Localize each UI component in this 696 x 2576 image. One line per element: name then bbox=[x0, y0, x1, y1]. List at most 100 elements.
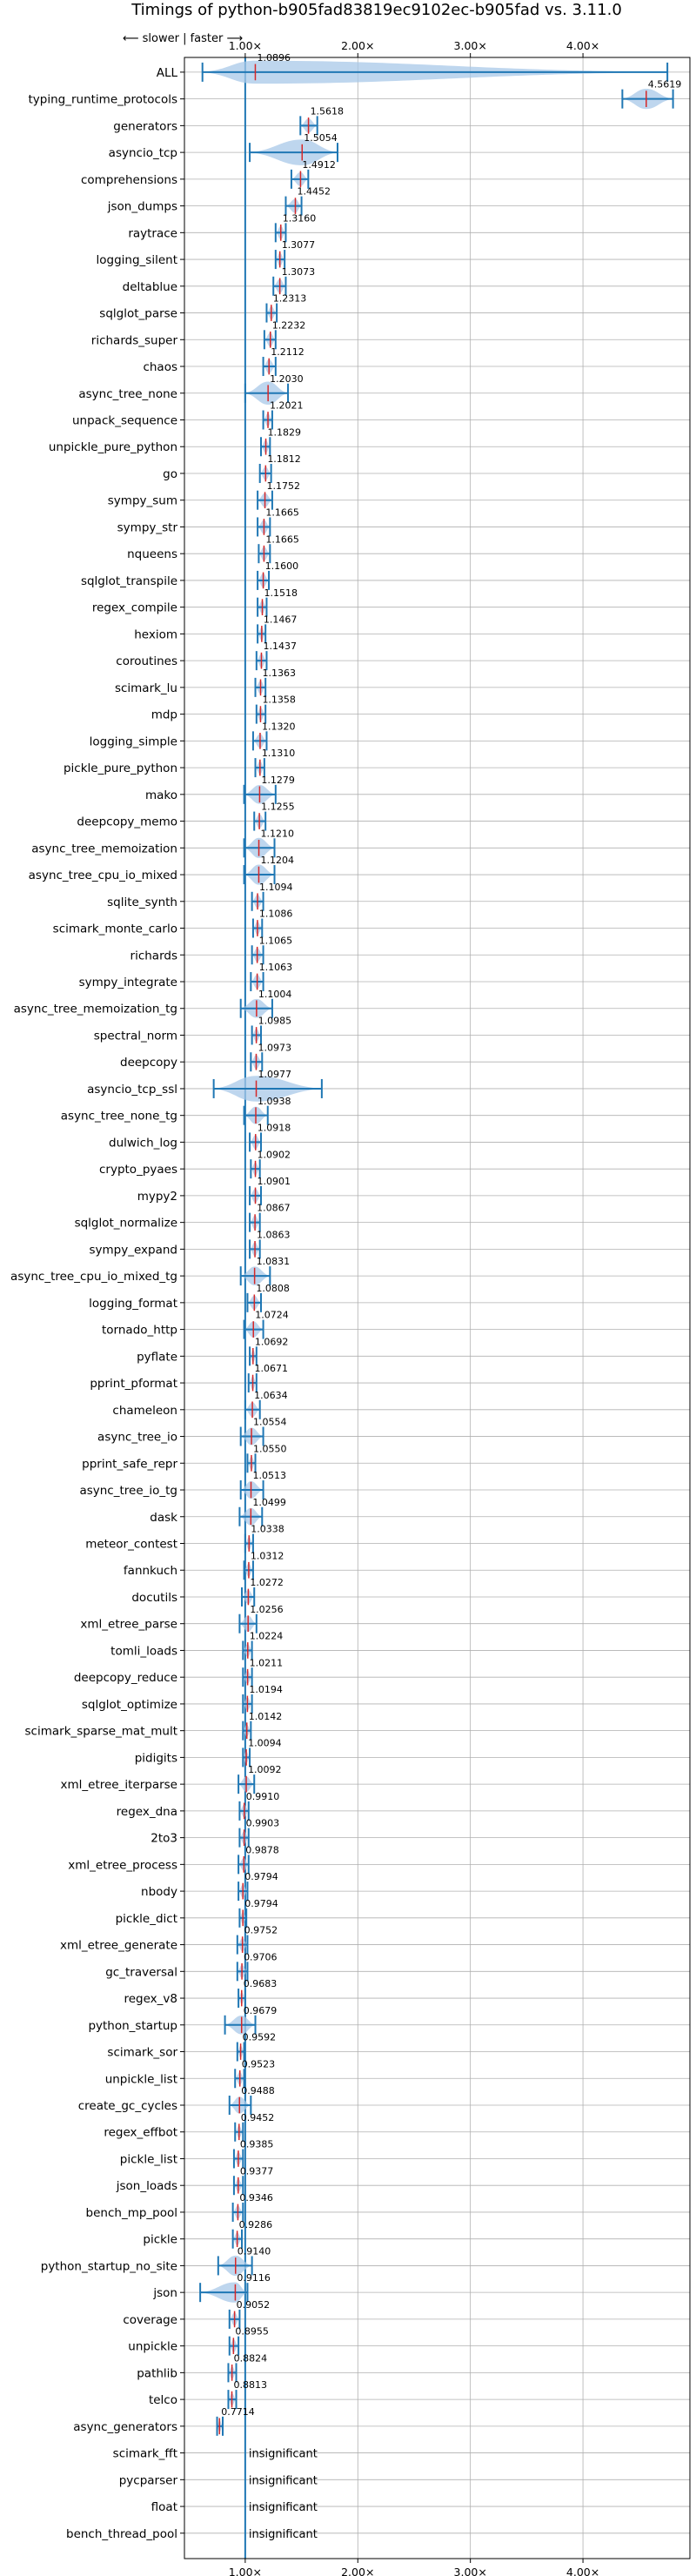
value-label: 1.1437 bbox=[263, 641, 297, 652]
benchmark-label: pprint_pformat bbox=[90, 1377, 177, 1391]
value-label: 1.0808 bbox=[256, 1283, 290, 1294]
benchmark-label: go bbox=[163, 467, 177, 481]
value-label: 1.0554 bbox=[253, 1417, 287, 1428]
insignificant-label: insignificant bbox=[249, 2474, 318, 2487]
benchmark-label: deltablue bbox=[123, 280, 177, 294]
insignificant-label: insignificant bbox=[249, 2501, 318, 2514]
bottom-axis-ticks: 1.00× 2.00× 3.00× 4.00× bbox=[229, 2559, 599, 2576]
benchmark-label: hexiom bbox=[134, 627, 177, 641]
value-label: 1.1752 bbox=[267, 480, 301, 492]
value-label: 1.0918 bbox=[258, 1123, 291, 1134]
benchmark-label: logging_silent bbox=[97, 253, 177, 267]
top-axis-ticks: 1.00× 2.00× 3.00× 4.00× bbox=[229, 39, 599, 57]
benchmark-label: pickle bbox=[143, 2233, 177, 2247]
value-label: 1.0973 bbox=[258, 1042, 291, 1053]
value-label: 1.0256 bbox=[250, 1604, 284, 1615]
value-label: 1.0671 bbox=[255, 1363, 289, 1374]
benchmark-label: unpickle_pure_python bbox=[49, 440, 177, 454]
value-label: 1.3073 bbox=[282, 266, 316, 278]
value-label: 1.1363 bbox=[263, 667, 297, 679]
benchmark-label: async_tree_cpu_io_mixed bbox=[29, 869, 177, 882]
value-label: 1.1665 bbox=[265, 533, 299, 545]
value-label: 0.9679 bbox=[244, 2005, 278, 2016]
benchmark-label: 2to3 bbox=[151, 1832, 177, 1846]
benchmark-label: logging_simple bbox=[90, 735, 177, 748]
benchmark-label: raytrace bbox=[128, 226, 177, 240]
value-label: 0.9878 bbox=[245, 1844, 279, 1855]
benchmark-label: sympy_sum bbox=[108, 494, 177, 508]
value-label: 1.0211 bbox=[250, 1657, 284, 1668]
insignificant-label: insignificant bbox=[249, 2448, 318, 2461]
benchmark-label: regex_dna bbox=[117, 1805, 177, 1819]
value-label: 0.9794 bbox=[244, 1898, 278, 1909]
value-label: 0.9377 bbox=[240, 2165, 274, 2177]
benchmark-label: async_tree_io_tg bbox=[79, 1484, 177, 1498]
benchmark-label: pidigits bbox=[135, 1751, 177, 1765]
value-label: 1.0902 bbox=[258, 1149, 291, 1160]
value-label: 1.4912 bbox=[302, 159, 336, 171]
benchmark-label: float bbox=[151, 2500, 177, 2514]
benchmark-label: scimark_sparse_mat_mult bbox=[25, 1725, 177, 1739]
value-label: 0.9452 bbox=[241, 2112, 275, 2123]
benchmark-label: dulwich_log bbox=[109, 1136, 177, 1150]
benchmark-label: xml_etree_parse bbox=[80, 1618, 177, 1632]
benchmark-label: deepcopy bbox=[120, 1056, 177, 1070]
benchmark-label: meteor_contest bbox=[85, 1537, 177, 1551]
benchmark-label: coverage bbox=[123, 2313, 177, 2327]
direction-label: ⟵ slower | faster ⟶ bbox=[123, 32, 243, 45]
benchmark-label: tomli_loads bbox=[110, 1644, 177, 1658]
value-label: 1.0513 bbox=[253, 1470, 287, 1481]
benchmark-label: xml_etree_iterparse bbox=[61, 1778, 178, 1792]
value-label: 1.5054 bbox=[304, 132, 338, 144]
value-label: 1.1065 bbox=[259, 935, 293, 946]
benchmark-label: chaos bbox=[143, 360, 177, 374]
value-label: 0.9140 bbox=[238, 2246, 271, 2257]
benchmark-label: nbody bbox=[141, 1885, 177, 1899]
benchmark-label: asyncio_tcp bbox=[109, 146, 177, 160]
value-label: 0.9706 bbox=[244, 1951, 278, 1962]
value-label: 1.1094 bbox=[259, 882, 293, 893]
top-tick-label: 1.00× bbox=[229, 39, 262, 52]
value-label: 1.0224 bbox=[250, 1631, 284, 1642]
bottom-tick-label: 3.00× bbox=[454, 2566, 487, 2576]
benchmark-label: pyflate bbox=[137, 1350, 177, 1364]
benchmark-label: async_tree_cpu_io_mixed_tg bbox=[10, 1270, 177, 1284]
value-label: 1.1467 bbox=[264, 614, 298, 625]
benchmark-label: comprehensions bbox=[81, 173, 177, 187]
benchmark-label: bench_thread_pool bbox=[66, 2527, 177, 2541]
plot-frame bbox=[184, 57, 691, 2559]
value-label: 1.3077 bbox=[282, 239, 316, 251]
value-label: 1.1829 bbox=[268, 426, 302, 438]
value-label: 1.1063 bbox=[259, 962, 293, 973]
value-label: 1.0094 bbox=[248, 1737, 282, 1748]
value-label: 1.0724 bbox=[255, 1310, 289, 1321]
benchmark-label: crypto_pyaes bbox=[99, 1163, 177, 1177]
benchmark-label: docutils bbox=[131, 1591, 177, 1605]
value-label: 0.9488 bbox=[241, 2085, 275, 2096]
value-label: 0.9385 bbox=[240, 2139, 274, 2150]
benchmark-label: json_loads bbox=[116, 2179, 177, 2193]
value-label: 1.0692 bbox=[255, 1336, 289, 1347]
value-label: 0.9286 bbox=[239, 2219, 273, 2231]
benchmark-label: mdp bbox=[151, 708, 177, 722]
top-tick-label: 2.00× bbox=[341, 39, 374, 52]
benchmark-label: gc_traversal bbox=[105, 1965, 177, 1979]
benchmark-label: bench_mp_pool bbox=[86, 2206, 177, 2220]
value-label: 1.1210 bbox=[261, 828, 295, 839]
insignificant-label: insignificant bbox=[249, 2528, 318, 2541]
benchmark-label: spectral_norm bbox=[94, 1029, 177, 1043]
benchmark-label: dask bbox=[150, 1511, 177, 1525]
benchmark-label: logging_format bbox=[89, 1297, 177, 1311]
benchmark-label: sqlglot_parse bbox=[99, 307, 177, 321]
benchmark-label: sqlglot_transpile bbox=[81, 574, 177, 588]
value-label: 1.0194 bbox=[249, 1684, 283, 1695]
benchmark-label: regex_v8 bbox=[124, 1992, 177, 2006]
value-label: 1.2232 bbox=[272, 319, 306, 331]
value-label: 1.0338 bbox=[251, 1524, 284, 1535]
benchmark-label: async_generators bbox=[73, 2420, 177, 2434]
value-label: 1.0977 bbox=[258, 1069, 292, 1080]
benchmark-label: pprint_safe_repr bbox=[82, 1457, 177, 1471]
value-label: 1.1086 bbox=[259, 909, 293, 920]
value-label: 1.4452 bbox=[297, 186, 331, 198]
